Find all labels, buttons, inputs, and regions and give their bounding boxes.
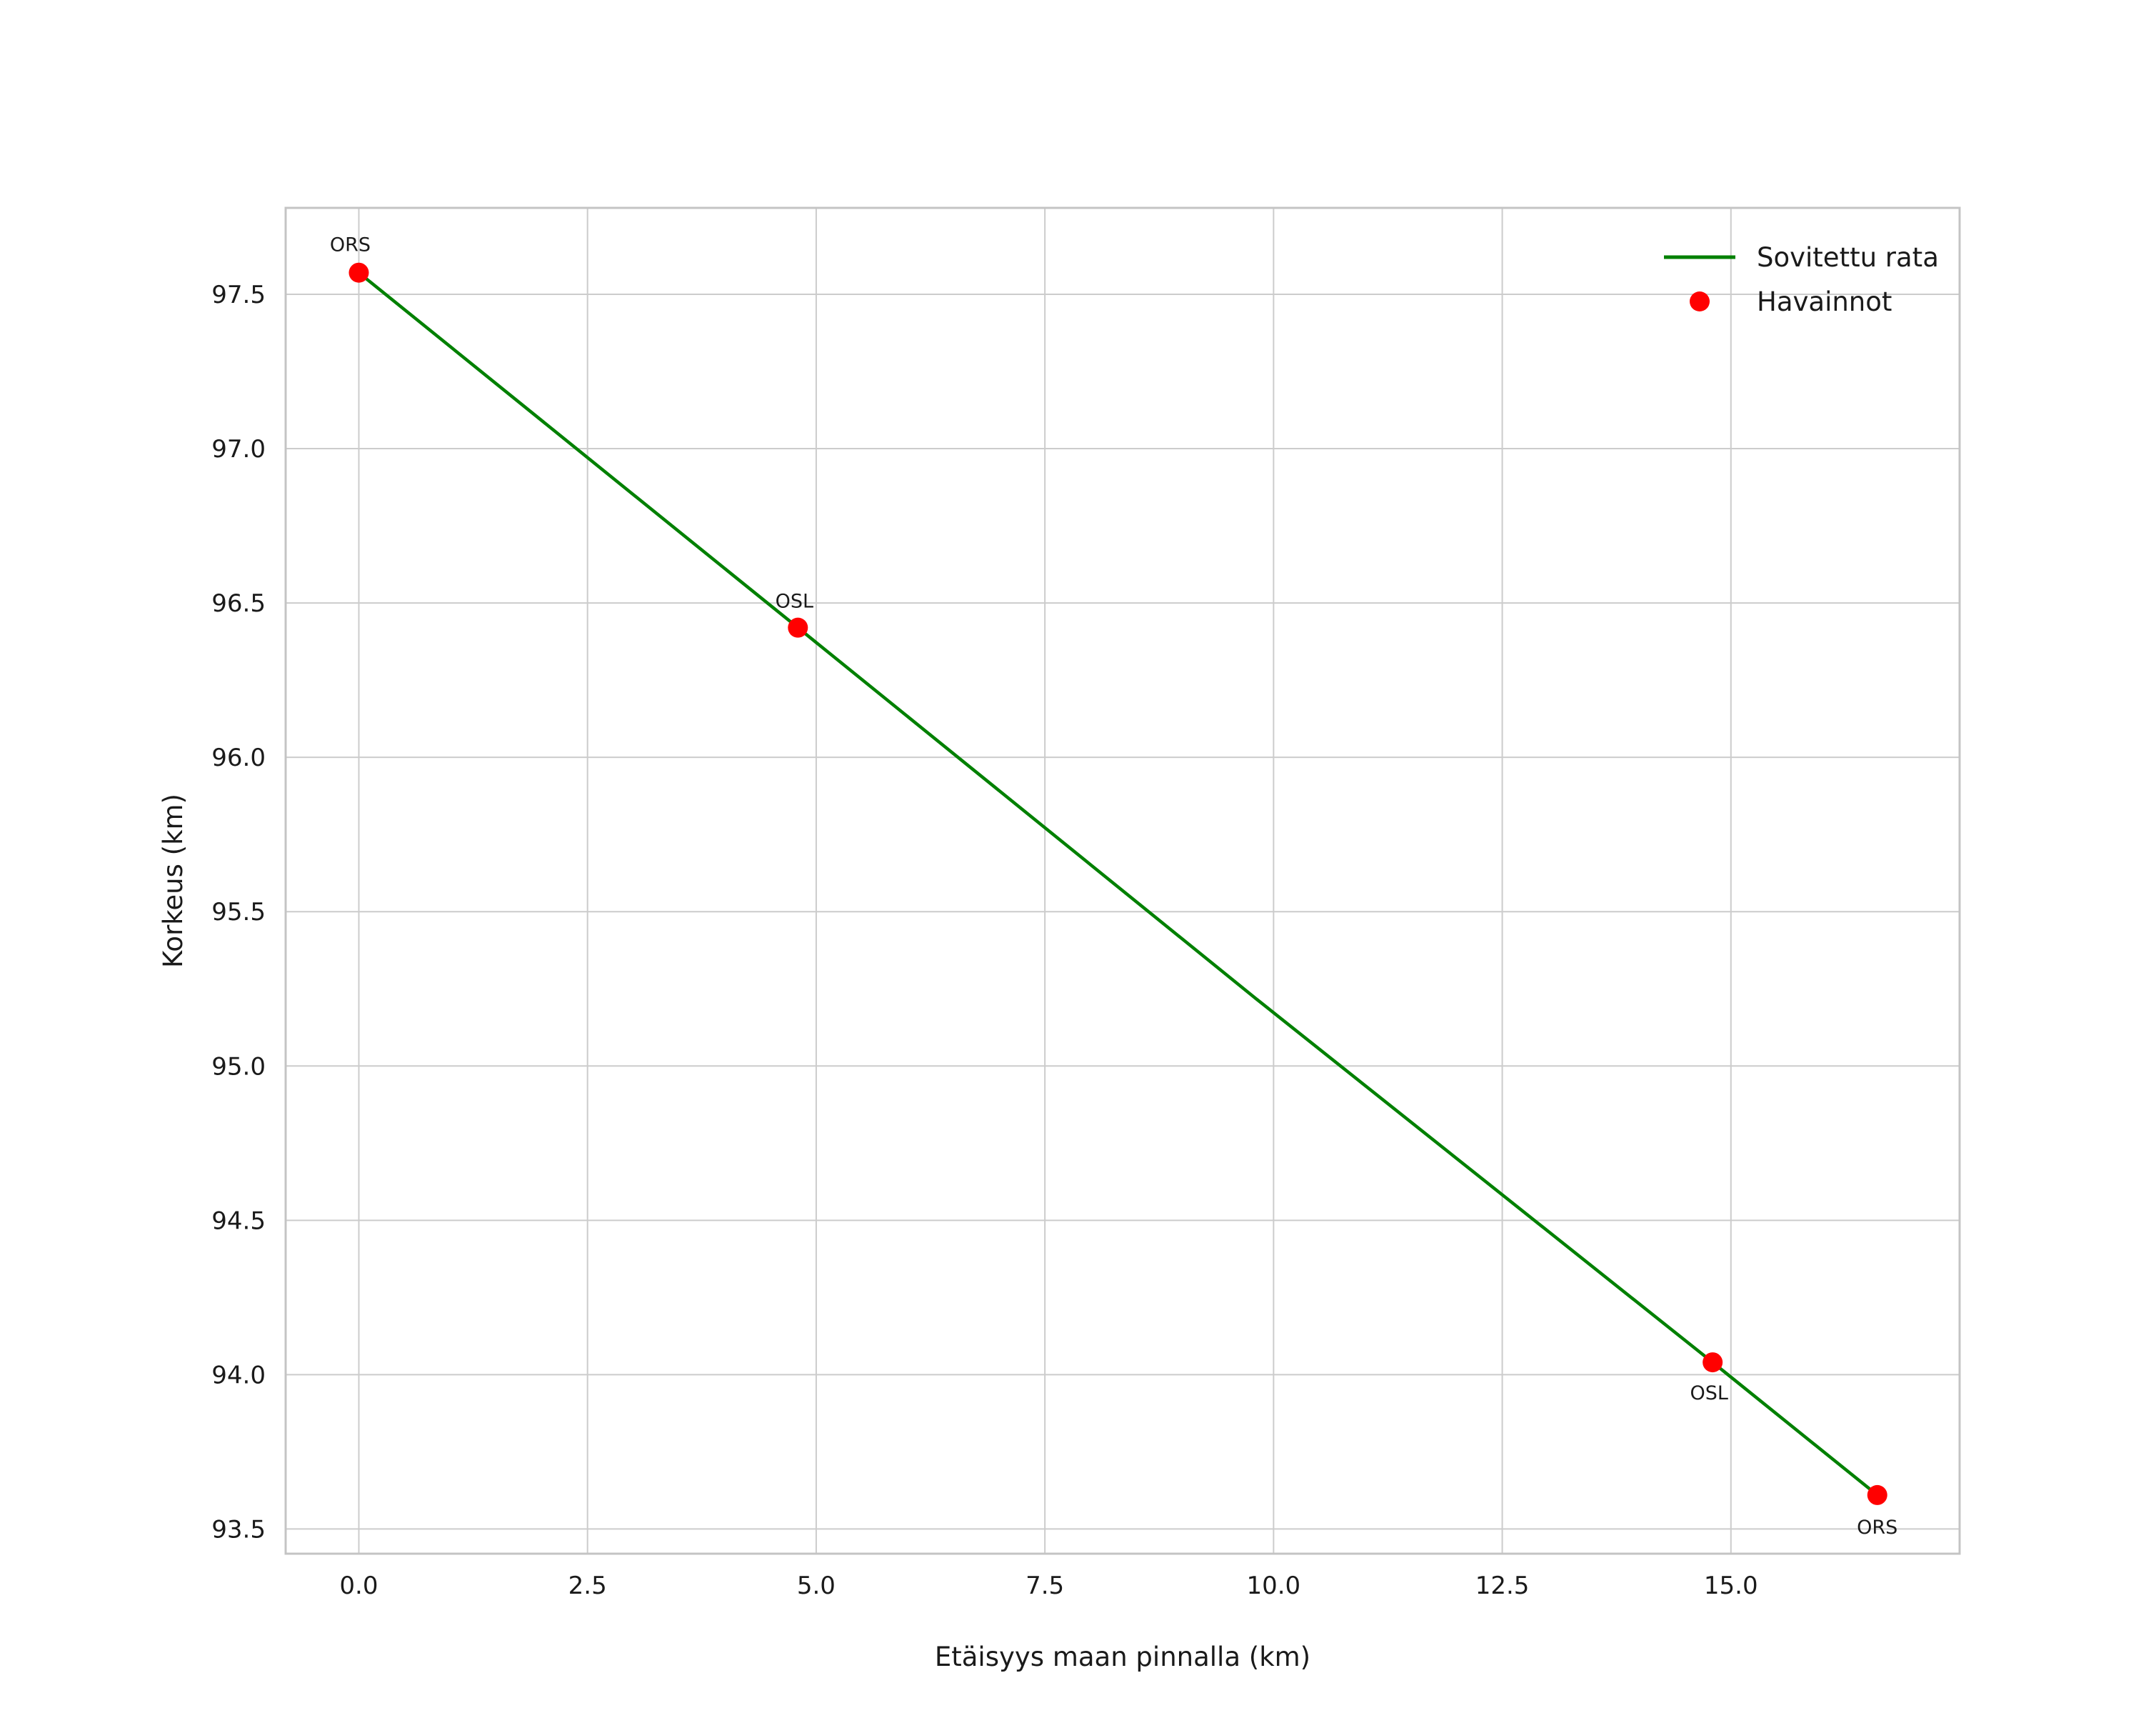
y-tick-label: 94.5 — [211, 1207, 266, 1235]
x-tick-label: 10.0 — [1246, 1572, 1300, 1600]
data-series — [349, 262, 1887, 1505]
x-axis-tick-labels: 0.0 2.5 5.0 7.5 10.0 12.5 15.0 — [339, 1572, 1758, 1600]
gridlines — [286, 208, 1960, 1554]
y-tick-label: 93.5 — [211, 1515, 266, 1544]
point-labels: ORS OSL OSL ORS — [330, 234, 1897, 1539]
legend-label: Havainnot — [1757, 286, 1892, 317]
observation-point — [788, 617, 808, 638]
point-annotation: OSL — [776, 591, 813, 613]
observation-point — [1867, 1484, 1887, 1505]
y-tick-label: 94.0 — [211, 1361, 266, 1389]
x-tick-label: 7.5 — [1026, 1572, 1064, 1600]
legend-label: Sovitettu rata — [1757, 242, 1939, 273]
point-annotation: ORS — [330, 234, 371, 256]
fitted-trajectory-line — [357, 271, 1879, 1497]
x-tick-label: 15.0 — [1704, 1572, 1758, 1600]
x-tick-label: 0.0 — [339, 1572, 378, 1600]
x-tick-label: 2.5 — [568, 1572, 607, 1600]
observation-point — [349, 262, 369, 283]
legend-dot-sample — [1690, 291, 1710, 311]
point-annotation: ORS — [1857, 1517, 1897, 1539]
y-axis-label: Korkeus (km) — [158, 794, 189, 968]
point-annotation: OSL — [1690, 1382, 1728, 1404]
observation-point — [1703, 1352, 1723, 1373]
x-tick-label: 5.0 — [797, 1572, 836, 1600]
x-tick-label: 12.5 — [1475, 1572, 1530, 1600]
y-axis-tick-labels: 93.5 94.0 94.5 95.0 95.5 96.0 96.5 97.0 97.5 — [211, 281, 266, 1544]
y-tick-label: 97.0 — [211, 435, 266, 464]
y-tick-label: 96.0 — [211, 744, 266, 772]
y-tick-label: 95.0 — [211, 1052, 266, 1081]
y-tick-label: 96.5 — [211, 589, 266, 618]
plot-frame — [284, 206, 1961, 1555]
legend: Sovitettu rata Havainnot — [1664, 242, 1939, 317]
y-tick-label: 95.5 — [211, 898, 266, 927]
x-axis-label: Etäisyys maan pinnalla (km) — [935, 1642, 1310, 1672]
y-tick-label: 97.5 — [211, 281, 266, 309]
